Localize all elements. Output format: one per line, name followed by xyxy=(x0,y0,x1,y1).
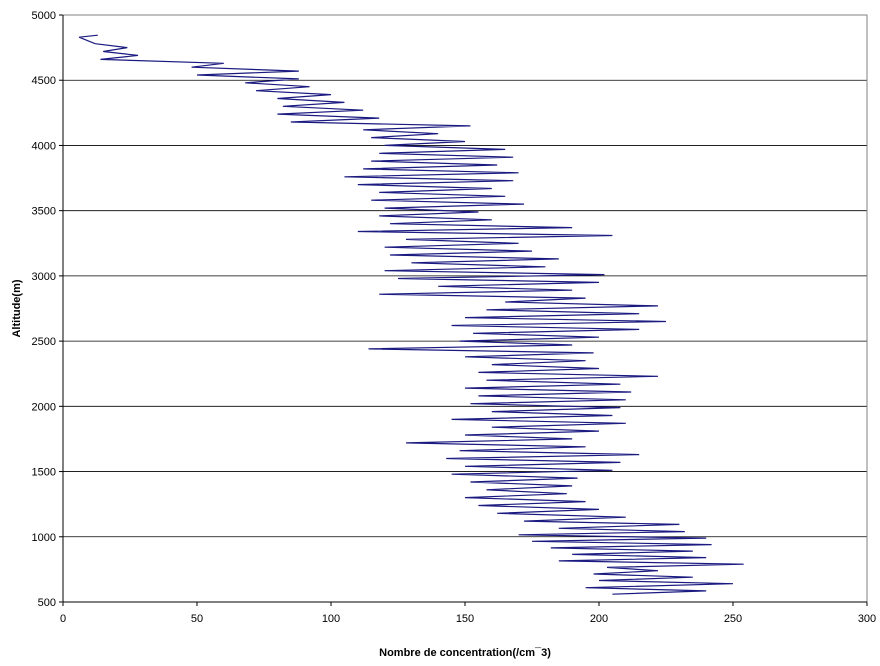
plot-area xyxy=(78,34,744,595)
tick-labels: 500 1000 1500 2000 2500 3000 3500 4000 4500 5000 0… xyxy=(32,10,877,625)
y-tick-label-7: 4000 xyxy=(32,140,56,152)
y-axis-title: Altitude(m) xyxy=(11,279,23,337)
x-tick-label-5: 250 xyxy=(724,613,742,625)
y-tick-label-2: 1500 xyxy=(32,467,56,479)
y-tick-label-4: 2500 xyxy=(32,336,56,348)
x-axis-title: Nombre de concentration(/cm¯3) xyxy=(379,647,551,659)
x-tick-label-4: 200 xyxy=(590,613,608,625)
gridlines xyxy=(63,14,867,603)
x-tick-label-2: 100 xyxy=(322,613,340,625)
x-tick-label-6: 300 xyxy=(858,613,876,625)
y-tick-label-5: 3000 xyxy=(32,271,56,283)
x-tick-label-0: 0 xyxy=(60,613,66,625)
series-line-0 xyxy=(78,34,744,595)
y-tick-label-0: 500 xyxy=(38,597,56,609)
y-tick-label-3: 2000 xyxy=(32,401,56,413)
x-tick-label-1: 50 xyxy=(191,613,203,625)
axes xyxy=(59,14,868,606)
plot-frame xyxy=(62,14,868,603)
x-tick-label-3: 150 xyxy=(456,613,474,625)
y-tick-label-6: 3500 xyxy=(32,206,56,218)
y-tick-label-9: 5000 xyxy=(32,10,56,22)
y-tick-label-1: 1000 xyxy=(32,532,56,544)
y-tick-label-8: 4500 xyxy=(32,75,56,87)
